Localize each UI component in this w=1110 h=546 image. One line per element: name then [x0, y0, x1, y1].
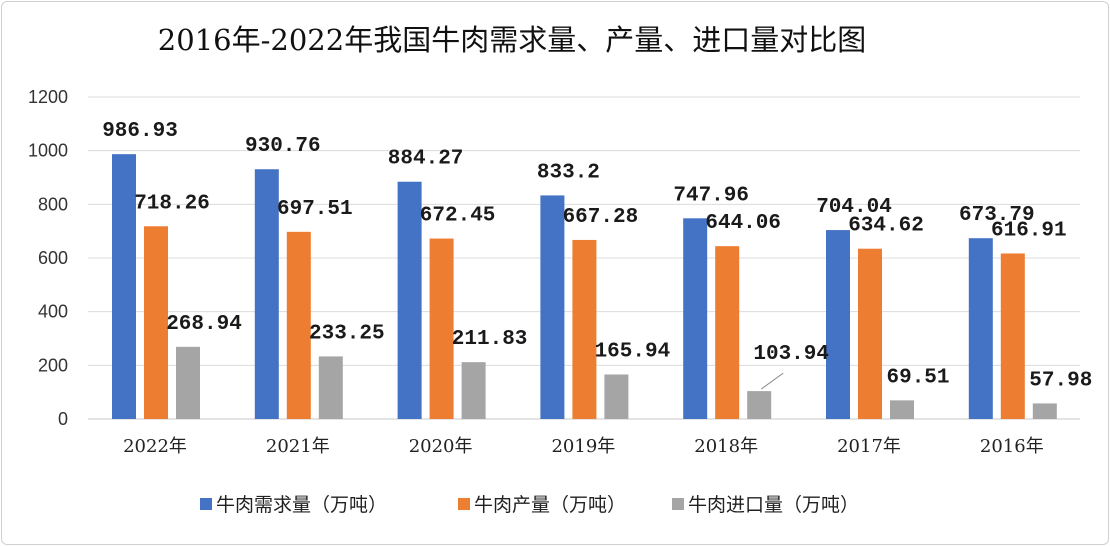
bar [1000, 253, 1025, 419]
legend-label: 牛肉产量（万吨） [474, 494, 626, 516]
data-label: 986.93 [102, 120, 178, 143]
y-tick-label: 600 [38, 248, 68, 268]
bar [747, 391, 772, 419]
y-tick-label: 200 [38, 355, 68, 375]
legend-swatch [458, 498, 470, 510]
bar [826, 230, 850, 419]
data-label: 718.26 [134, 192, 210, 215]
bar [254, 169, 279, 419]
data-label: 930.76 [245, 135, 321, 158]
bar [286, 231, 311, 419]
data-label: 268.94 [166, 313, 242, 336]
bar [144, 226, 168, 419]
legend-label: 牛肉需求量（万吨） [216, 494, 387, 516]
bar [112, 154, 136, 420]
data-label: 165.94 [595, 340, 671, 363]
x-tick-label: 2020年 [409, 436, 473, 457]
bar [968, 238, 993, 419]
legend-swatch [200, 498, 212, 510]
data-label: 704.04 [816, 196, 892, 219]
data-label: 211.83 [452, 328, 528, 351]
x-tick-label: 2016年 [980, 436, 1044, 457]
bar [604, 374, 629, 419]
y-tick-label: 1000 [28, 141, 68, 161]
bar [540, 195, 565, 419]
x-tick-label: 2022年 [123, 436, 187, 457]
bar [1032, 403, 1057, 419]
x-tick-label: 2017年 [837, 436, 901, 457]
data-label: 697.51 [277, 198, 353, 221]
data-label: 644.06 [705, 212, 781, 235]
x-tick-label: 2019年 [551, 436, 615, 457]
bar [572, 239, 597, 419]
data-label: 747.96 [673, 184, 749, 207]
x-tick-label: 2018年 [694, 436, 758, 457]
bar [683, 218, 708, 419]
legend-swatch [672, 498, 684, 510]
data-label: 672.45 [420, 205, 496, 228]
data-label: 616.91 [991, 219, 1067, 242]
y-tick-label: 800 [38, 194, 68, 214]
chart-title: 2016年-2022年我国牛肉需求量、产量、进口量对比图 [158, 23, 866, 57]
bar [397, 181, 422, 419]
data-label: 233.25 [309, 322, 385, 345]
data-label: 667.28 [563, 206, 639, 229]
y-tick-label: 1200 [28, 87, 68, 107]
x-tick-label: 2021年 [266, 436, 330, 457]
y-tick-label: 400 [38, 302, 68, 322]
data-label: 673.79 [959, 204, 1035, 227]
data-label: 884.27 [388, 148, 464, 171]
bar [429, 238, 454, 419]
data-label: 57.98 [1029, 369, 1092, 392]
data-label: 634.62 [848, 215, 924, 238]
bar [715, 246, 740, 419]
data-label: 69.51 [886, 366, 949, 389]
leader-line [760, 372, 784, 390]
data-label: 103.94 [753, 343, 829, 366]
data-label: 833.2 [537, 161, 600, 184]
bar [461, 362, 486, 419]
y-tick-label: 0 [58, 409, 68, 429]
bar [858, 248, 882, 419]
legend-label: 牛肉进口量（万吨） [688, 494, 859, 516]
bar [318, 356, 343, 419]
bar [890, 400, 914, 419]
bar [176, 346, 200, 419]
